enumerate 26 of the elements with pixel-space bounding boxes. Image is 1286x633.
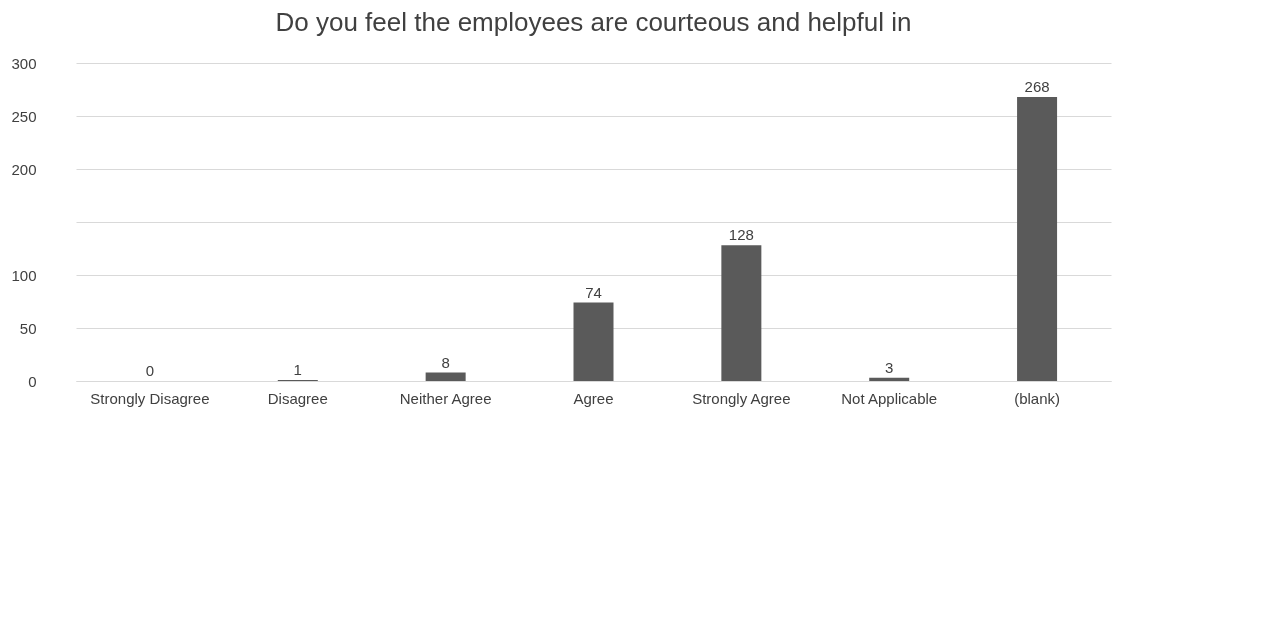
data-label: 8 — [441, 353, 450, 371]
bar — [573, 302, 614, 381]
y-tick-label: 200 — [11, 160, 37, 178]
x-tick-label: (blank) — [1014, 389, 1060, 407]
data-label: 268 — [1024, 77, 1050, 95]
data-label: 128 — [728, 226, 754, 244]
bar — [869, 377, 910, 381]
y-tick-label: 100 — [11, 266, 37, 284]
y-tick-label: 0 — [28, 372, 37, 390]
x-tick-label: Agree — [573, 389, 614, 407]
bar — [1017, 96, 1058, 381]
x-tick-label: Neither Agree — [399, 389, 492, 407]
data-label: 74 — [585, 283, 602, 301]
data-label: 1 — [293, 360, 302, 378]
x-tick-label: Disagree — [267, 389, 328, 407]
y-tick-label: 300 — [11, 54, 37, 72]
y-tick-label: 50 — [19, 319, 37, 337]
bar — [425, 372, 466, 381]
data-label: 0 — [145, 362, 155, 379]
bar — [721, 245, 762, 381]
data-label: 3 — [885, 358, 894, 376]
x-tick-label: Not Applicable — [841, 389, 938, 407]
chart-title: Do you feel the employees are courteous and helpful in — [275, 7, 912, 37]
x-tick-label: Strongly Agree — [692, 389, 791, 407]
x-tick-label: Strongly Disagree — [90, 389, 210, 407]
y-tick-label: 250 — [11, 107, 37, 125]
